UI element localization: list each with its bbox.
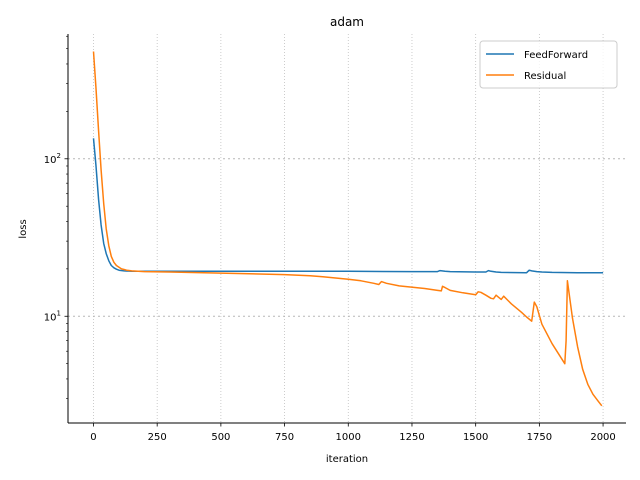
y-axis-label: loss <box>18 219 29 238</box>
y-tick-label: 102 <box>44 152 61 166</box>
series-line-residual <box>92 51 603 407</box>
x-tick-label: 1000 <box>336 432 361 443</box>
x-ticks: 0 250 500 750 1000 1250 1500 1750 2000 <box>90 423 616 443</box>
chart-title: adam <box>330 15 364 29</box>
x-tick-label: 0 <box>90 432 96 443</box>
legend-label-residual: Residual <box>524 71 566 82</box>
axes <box>67 34 626 424</box>
x-tick-label: 750 <box>275 432 294 443</box>
x-tick-label: 250 <box>148 432 167 443</box>
x-axis-label: iteration <box>326 454 368 465</box>
y-tick-label: 101 <box>44 309 61 323</box>
legend: FeedForward Residual <box>479 40 618 89</box>
y-ticks: 101 102 <box>44 35 68 399</box>
series-layer <box>92 51 604 407</box>
series-line-feedforward <box>92 138 604 274</box>
legend-label-feedforward: FeedForward <box>524 50 588 61</box>
legend-frame <box>479 40 618 89</box>
x-tick-label: 2000 <box>590 432 615 443</box>
x-tick-label: 1250 <box>399 432 424 443</box>
x-tick-label: 1750 <box>527 432 552 443</box>
x-tick-label: 1500 <box>463 432 488 443</box>
x-tick-label: 500 <box>211 432 230 443</box>
